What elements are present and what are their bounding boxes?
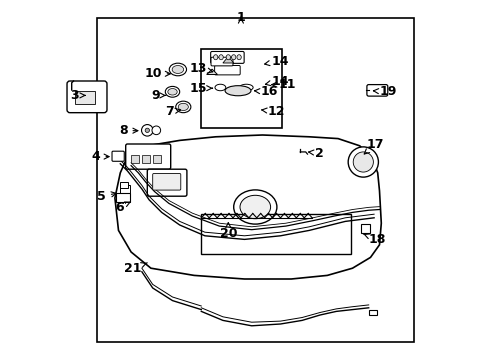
FancyBboxPatch shape (125, 144, 170, 169)
Ellipse shape (213, 55, 218, 60)
Ellipse shape (240, 195, 270, 219)
Text: 14: 14 (265, 75, 288, 87)
Ellipse shape (231, 55, 235, 60)
Polygon shape (206, 69, 217, 75)
Bar (131, 155, 139, 163)
Text: 17: 17 (364, 138, 384, 154)
Text: 2: 2 (308, 147, 323, 159)
Text: 5: 5 (97, 190, 116, 203)
FancyBboxPatch shape (360, 224, 369, 233)
FancyBboxPatch shape (67, 81, 107, 113)
Bar (152, 155, 160, 163)
Circle shape (152, 126, 160, 135)
Bar (75, 91, 95, 104)
Ellipse shape (215, 84, 225, 91)
Text: 6: 6 (115, 201, 130, 213)
Ellipse shape (178, 103, 188, 111)
Ellipse shape (172, 66, 183, 73)
Polygon shape (115, 135, 381, 279)
FancyBboxPatch shape (214, 66, 240, 75)
FancyBboxPatch shape (152, 174, 181, 190)
Text: 1: 1 (236, 11, 245, 24)
Text: 10: 10 (144, 67, 170, 80)
FancyBboxPatch shape (210, 51, 244, 63)
Text: 20: 20 (219, 222, 237, 240)
Text: 18: 18 (363, 233, 386, 246)
Ellipse shape (225, 55, 230, 60)
Text: 9: 9 (151, 89, 165, 102)
FancyBboxPatch shape (120, 182, 128, 188)
Bar (368, 310, 376, 315)
Polygon shape (223, 57, 233, 63)
Circle shape (347, 147, 378, 177)
Text: 14: 14 (264, 55, 288, 68)
Circle shape (352, 152, 373, 172)
Ellipse shape (169, 63, 186, 76)
FancyBboxPatch shape (120, 185, 130, 193)
Bar (201, 214, 350, 254)
Text: 19: 19 (373, 85, 396, 98)
Ellipse shape (224, 86, 250, 96)
Text: 11: 11 (271, 78, 296, 91)
Ellipse shape (167, 89, 177, 95)
Ellipse shape (175, 101, 190, 113)
Bar (201, 49, 282, 128)
Circle shape (145, 128, 149, 132)
Ellipse shape (165, 86, 179, 97)
FancyBboxPatch shape (147, 169, 186, 196)
FancyBboxPatch shape (112, 151, 124, 161)
Text: 21: 21 (124, 262, 147, 275)
Bar (97, 18, 413, 342)
FancyBboxPatch shape (366, 85, 387, 96)
Circle shape (141, 125, 153, 136)
Text: 3: 3 (70, 89, 85, 102)
Text: 7: 7 (165, 105, 180, 118)
Text: 4: 4 (92, 150, 109, 163)
Text: 16: 16 (254, 85, 278, 98)
FancyBboxPatch shape (116, 193, 130, 202)
Ellipse shape (237, 55, 241, 60)
Text: 8: 8 (119, 124, 138, 137)
Text: 15: 15 (189, 82, 212, 95)
FancyBboxPatch shape (211, 57, 232, 66)
Ellipse shape (239, 84, 253, 91)
Text: 12: 12 (261, 105, 285, 118)
Ellipse shape (219, 55, 223, 60)
Ellipse shape (233, 190, 276, 224)
Bar (142, 155, 149, 163)
Text: 13: 13 (189, 62, 212, 75)
